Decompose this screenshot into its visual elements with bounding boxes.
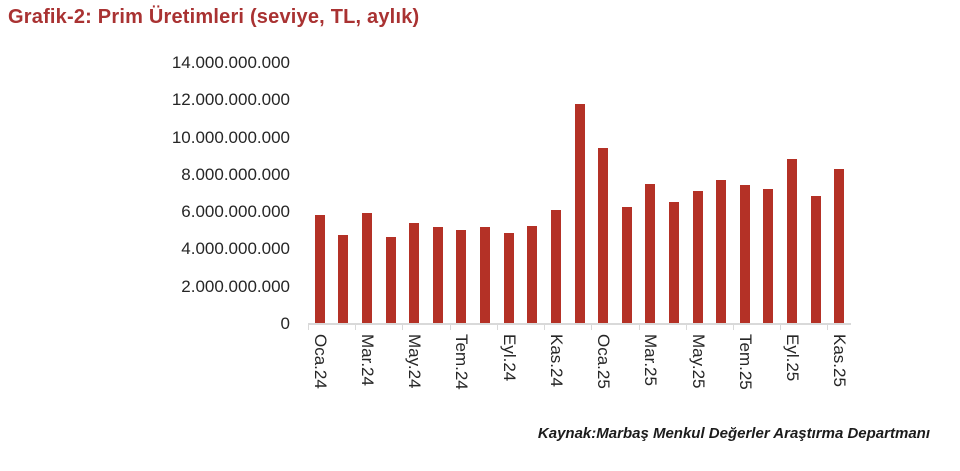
x-axis-tick [638,325,640,330]
x-axis-line [308,323,851,325]
x-axis-tick-label: Mar.25 [641,334,661,386]
bar [668,202,679,324]
x-axis-tick-label: May.25 [688,334,708,389]
bar [432,227,443,324]
x-axis-tick [827,325,829,330]
x-axis-tick [544,325,546,330]
bar [716,180,727,324]
x-axis-tick-label: Oca.24 [310,334,330,389]
x-axis-tick-label: Mar.24 [358,334,378,386]
bar [574,104,585,324]
bar [810,196,821,324]
bar [692,191,703,324]
x-axis-tick-label: Kas.24 [546,334,566,387]
x-axis-tick [402,325,404,330]
x-axis-tick [732,325,734,330]
x-axis-tick-label: Eyl.24 [499,334,519,382]
bar [739,185,750,324]
bar [456,230,467,324]
x-axis-tick-label: Tem.24 [452,334,472,390]
x-axis-tick [685,325,687,330]
y-axis-tick-label: 12.000.000.000 [171,90,290,110]
y-axis-tick-label: 0 [280,314,290,333]
bar [314,215,325,324]
bar [834,169,845,324]
x-axis-tick-label: May.24 [405,334,425,389]
bar [480,227,491,324]
bar [385,237,396,324]
chart-title: Grafik-2: Prim Üretimleri (seviye, TL, a… [8,6,420,28]
source-note: Kaynak:Marbaş Menkul Değerler Araştırma … [537,425,930,442]
bar [527,226,538,324]
y-axis-tick-label: 2.000.000.000 [181,276,290,296]
y-axis-tick-label: 10.000.000.000 [171,127,290,147]
y-axis-tick-label: 6.000.000.000 [181,202,290,222]
x-axis-tick-label: Tem.25 [735,334,755,390]
x-axis-tick-label: Kas.25 [830,334,850,387]
bar [645,184,656,324]
x-axis-tick [355,325,357,330]
bar [409,223,420,324]
bar [362,213,373,324]
y-axis-tick-label: 8.000.000.000 [181,164,290,184]
y-axis-tick-label: 4.000.000.000 [181,239,290,259]
x-axis-tick [449,325,451,330]
x-axis-tick [496,325,498,330]
bar [786,159,797,324]
y-axis-tick-label: 14.000.000.000 [171,53,290,72]
bar [763,189,774,324]
bar [550,210,561,324]
bar [621,207,632,324]
bar [338,235,349,324]
x-axis-tick [308,325,309,330]
bar [598,148,609,324]
x-axis-tick [591,325,593,330]
x-axis-tick-label: Eyl.25 [782,334,802,382]
x-axis-tick [780,325,782,330]
bar [503,233,514,324]
x-axis-tick-label: Oca.25 [594,334,614,389]
